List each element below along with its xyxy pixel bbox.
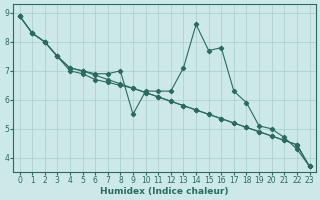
X-axis label: Humidex (Indice chaleur): Humidex (Indice chaleur) [100, 187, 229, 196]
